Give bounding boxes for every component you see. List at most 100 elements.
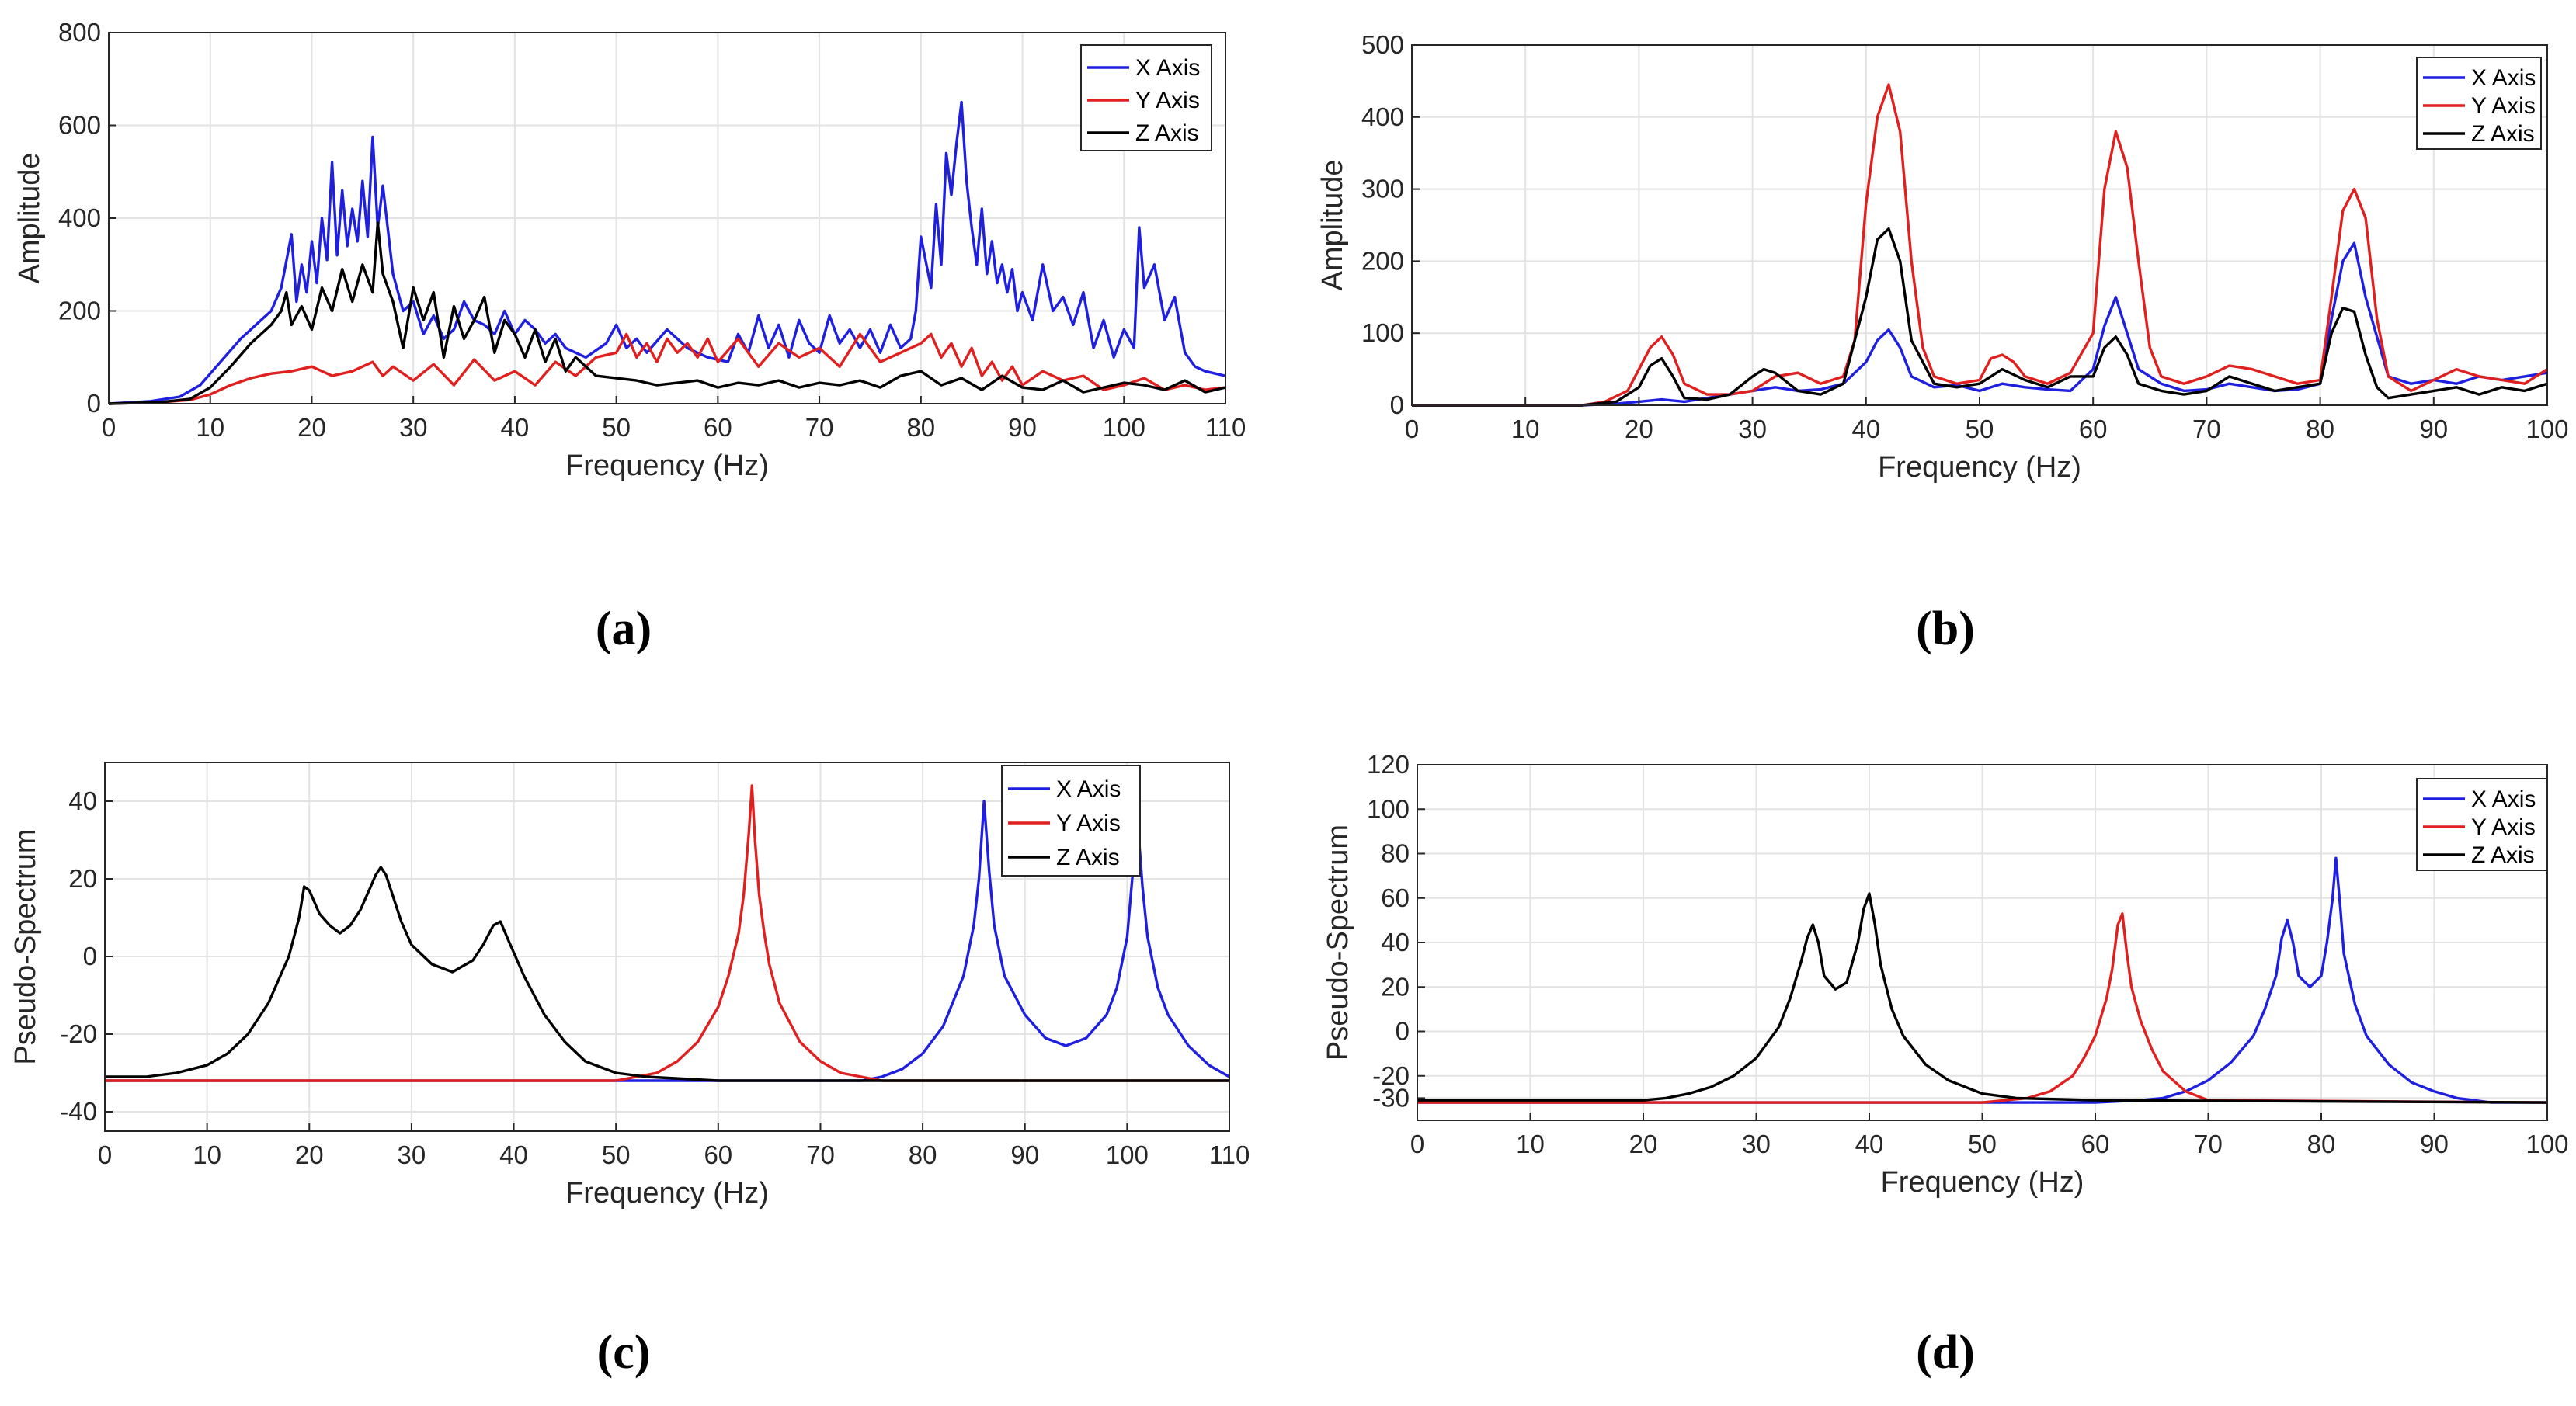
- y-tick-label: 100: [1361, 318, 1404, 347]
- x-tick-label: 20: [297, 413, 326, 442]
- legend-entry: Z Axis: [1135, 120, 1199, 146]
- series-line-x-axis: [1417, 856, 2547, 1104]
- y-tick-label: 60: [1381, 884, 1410, 912]
- panel-caption: (b): [1916, 602, 1975, 655]
- x-tick-label: 10: [193, 1140, 221, 1169]
- y-tick-label: 300: [1361, 175, 1404, 203]
- x-tick-label: 30: [398, 1140, 426, 1169]
- x-tick-label: 50: [1966, 415, 1994, 443]
- series-line-z-axis: [108, 221, 1226, 405]
- y-tick-label: -20: [60, 1019, 97, 1048]
- x-tick-label: 20: [295, 1140, 324, 1169]
- series-line-y-axis: [105, 784, 1229, 1082]
- x-tick-label: 30: [1742, 1130, 1771, 1158]
- x-axis-label: Frequency (Hz): [565, 450, 769, 482]
- y-axis-label: Pseudo-Spectrum: [9, 828, 42, 1064]
- x-axis-label: Frequency (Hz): [565, 1177, 769, 1210]
- series-line-y-axis: [1412, 83, 2548, 407]
- legend-entry: X Axis: [2471, 65, 2536, 91]
- x-tick-label: 10: [196, 413, 224, 442]
- x-tick-label: 20: [1629, 1130, 1658, 1158]
- series-line-x-axis: [105, 800, 1230, 1082]
- x-tick-label: 70: [806, 1140, 835, 1169]
- y-tick-label: 200: [58, 297, 101, 325]
- x-tick-label: 100: [1106, 1140, 1149, 1169]
- panel-d-pseudo-spectrum-chart: 0 10 20 30 40 50 60 70 80 90 100 -30-20 0 20 40 60 80 100…: [1322, 750, 2569, 1379]
- x-tick-label: 50: [602, 413, 631, 442]
- x-tick-label: 110: [1209, 1140, 1250, 1169]
- x-tick-label: 110: [1205, 413, 1246, 442]
- series-line-z-axis: [1417, 892, 2548, 1104]
- y-tick-label: 400: [58, 203, 101, 232]
- x-tick-label: 60: [2079, 415, 2108, 443]
- x-tick-label: 70: [2194, 1130, 2223, 1158]
- x-tick-label: 10: [1516, 1130, 1545, 1158]
- legend-entry: X Axis: [1135, 55, 1200, 81]
- y-tick-label: 120: [1367, 750, 1410, 779]
- y-tick-label: 20: [1381, 972, 1410, 1001]
- y-axis-label: Pseudo-Spectrum: [1322, 825, 1354, 1061]
- y-tick-label: 40: [1381, 928, 1410, 956]
- x-tick-label: 30: [1738, 415, 1767, 443]
- x-tick-label: 60: [704, 413, 732, 442]
- x-tick-label: 50: [602, 1140, 631, 1169]
- x-tick-label: 40: [499, 1140, 528, 1169]
- y-tick-label: 0: [1396, 1017, 1410, 1046]
- series-line-x-axis: [1412, 241, 2548, 407]
- x-tick-label: 30: [399, 413, 428, 442]
- legend-entry: Y Axis: [2471, 814, 2536, 840]
- x-tick-label: 50: [1968, 1130, 1997, 1158]
- series-line-z-axis: [105, 866, 1229, 1082]
- y-tick-label: 0: [87, 389, 101, 418]
- x-tick-label: 20: [1625, 415, 1653, 443]
- x-tick-label: 80: [2307, 1130, 2336, 1158]
- x-tick-label: 80: [2306, 415, 2334, 443]
- series-line-x-axis: [108, 100, 1226, 405]
- legend-entry: Y Axis: [2471, 93, 2536, 119]
- x-tick-label: 100: [1103, 413, 1145, 442]
- series-line-y-axis: [1417, 912, 2548, 1104]
- x-tick-label: 60: [704, 1140, 732, 1169]
- x-tick-label: 90: [2419, 415, 2448, 443]
- y-tick-label: 800: [58, 18, 101, 47]
- axes-box: [104, 762, 1230, 1132]
- y-tick-label: 20: [68, 864, 97, 893]
- x-tick-label: 0: [1405, 415, 1419, 443]
- x-tick-label: 40: [501, 413, 530, 442]
- legend-entry: Y Axis: [1135, 88, 1200, 113]
- x-tick-label: 90: [1008, 413, 1037, 442]
- y-tick-label: 200: [1361, 246, 1404, 275]
- legend-entry: X Axis: [2471, 786, 2536, 812]
- panel-a-amplitude-chart: 0 10 20 30 40 50 60 70 80 90 100 110 0 200 400 600 800 Fr…: [13, 18, 1246, 655]
- legend-entry: Z Axis: [2471, 842, 2535, 868]
- x-tick-label: 80: [906, 413, 935, 442]
- x-axis-label: Frequency (Hz): [1878, 451, 2081, 484]
- panel-caption: (a): [596, 602, 652, 655]
- x-tick-label: 40: [1851, 415, 1880, 443]
- y-tick-label: 600: [58, 111, 101, 140]
- panel-caption: (c): [597, 1326, 651, 1379]
- y-tick-label: 100: [1367, 794, 1410, 823]
- y-axis-label: Amplitude: [13, 153, 46, 284]
- x-tick-label: 60: [2081, 1130, 2110, 1158]
- y-tick-label: 40: [68, 786, 97, 815]
- y-tick-label: 500: [1361, 30, 1404, 59]
- x-tick-label: 0: [1410, 1130, 1424, 1158]
- legend-entry: Y Axis: [1056, 811, 1121, 836]
- y-tick-label: 400: [1361, 102, 1404, 131]
- x-tick-label: 100: [2526, 415, 2568, 443]
- panel-c-pseudo-spectrum-chart: 0 10 20 30 40 50 60 70 80 90 100 110 -40 -20 0 20 40 Freq…: [9, 762, 1250, 1379]
- x-tick-label: 90: [2420, 1130, 2449, 1158]
- x-tick-label: 100: [2526, 1130, 2568, 1158]
- x-tick-label: 10: [1511, 415, 1540, 443]
- panel-caption: (d): [1916, 1326, 1975, 1379]
- x-tick-label: 70: [2192, 415, 2221, 443]
- y-tick-label: -30: [1372, 1083, 1410, 1112]
- x-axis-label: Frequency (Hz): [1881, 1166, 2084, 1199]
- y-tick-label: 0: [1390, 391, 1404, 419]
- y-axis-label: Amplitude: [1316, 160, 1349, 291]
- legend-entry: Z Axis: [2471, 121, 2535, 147]
- y-tick-label: 80: [1381, 839, 1410, 868]
- x-tick-label: 40: [1855, 1130, 1884, 1158]
